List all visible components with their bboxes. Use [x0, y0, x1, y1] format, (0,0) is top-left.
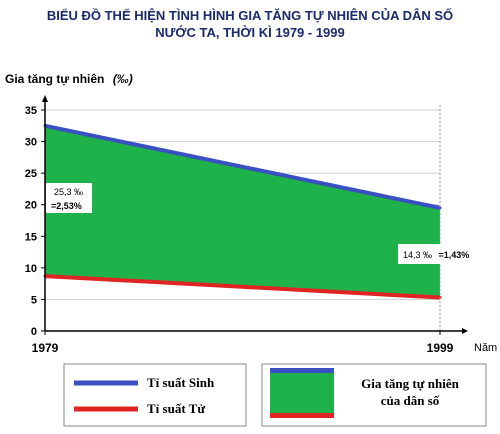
- y-ticks: 0 5 10 15 20 25 30 35: [25, 105, 45, 338]
- y-axis-label: Gia tăng tự nhiên (‰): [5, 70, 133, 87]
- natural-increase-area: [45, 125, 440, 298]
- y-axis-label-unit: (‰): [113, 72, 133, 86]
- annotation-1999-value: 14,3 ‰: [403, 250, 432, 260]
- annotation-1979-box: [46, 183, 92, 213]
- annotation-1979-rate: =2,53%: [51, 201, 82, 211]
- chart-title-line2: NƯỚC TA, THỜI KÌ 1979 - 1999: [155, 25, 345, 40]
- legend-area-swatch: [270, 368, 334, 418]
- y-tick-label-10: 10: [25, 263, 37, 275]
- y-tick-label-15: 15: [25, 231, 37, 243]
- x-axis-arrow: [462, 328, 468, 334]
- birth-point-1999: [438, 206, 442, 210]
- legend-area-swatch-bottom: [270, 413, 334, 418]
- y-tick-label-20: 20: [25, 200, 37, 212]
- y-tick-label-30: 30: [25, 137, 37, 149]
- x-tick-label-1979: 1979: [32, 341, 59, 355]
- y-tick-label-25: 25: [25, 168, 37, 180]
- legend-box-lines: [63, 363, 247, 427]
- legend-area-label-line1: Gia tăng tự nhiên: [361, 376, 460, 391]
- legend-birth-label: Tỉ suất Sinh: [147, 375, 215, 390]
- axes: [42, 95, 468, 335]
- x-tick-label-1999: 1999: [427, 341, 454, 355]
- y-axis-arrow: [42, 95, 48, 102]
- legend-area-swatch-top: [270, 368, 334, 373]
- annotation-1979: 25,3 ‰ =2,53%: [46, 183, 92, 213]
- y-tick-label-0: 0: [31, 326, 37, 338]
- y-tick-label-35: 35: [25, 105, 37, 117]
- y-axis-label-text: Gia tăng tự nhiên: [5, 72, 104, 86]
- annotation-1979-value: 25,3 ‰: [54, 187, 83, 197]
- x-axis-label: Năm: [474, 342, 497, 354]
- plot-area: [43, 123, 442, 300]
- death-rate-line: [44, 274, 441, 300]
- annotation-1999: 14,3 ‰ =1,43%: [398, 244, 476, 264]
- birth-rate-line: [44, 123, 441, 210]
- annotation-1999-text: 14,3 ‰ =1,43%: [403, 245, 469, 262]
- legend-death-label: Tỉ suất Tử: [147, 401, 205, 416]
- annotation-1999-box: [398, 244, 476, 264]
- legend-area-label-line2: của dân số: [381, 393, 440, 408]
- chart-title-line1: BIỂU ĐỒ THỂ HIỆN TÌNH HÌNH GIA TĂNG TỰ N…: [47, 8, 453, 23]
- y-tick-label-5: 5: [31, 294, 37, 306]
- legend: Tỉ suất Sinh Tỉ suất Tử Gia tăng tự nhiê…: [63, 363, 487, 427]
- annotation-1999-rate: =1,43%: [438, 250, 469, 260]
